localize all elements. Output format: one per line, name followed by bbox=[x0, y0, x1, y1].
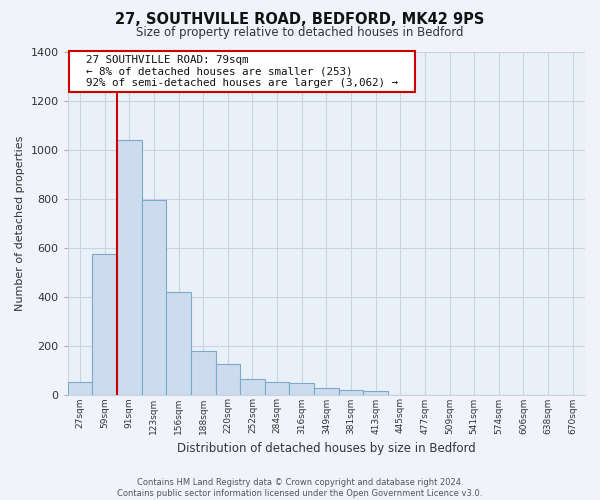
X-axis label: Distribution of detached houses by size in Bedford: Distribution of detached houses by size … bbox=[177, 442, 476, 455]
Bar bbox=[289, 383, 314, 394]
Text: Size of property relative to detached houses in Bedford: Size of property relative to detached ho… bbox=[136, 26, 464, 39]
Bar bbox=[117, 140, 142, 394]
Bar bbox=[142, 200, 166, 394]
Y-axis label: Number of detached properties: Number of detached properties bbox=[15, 136, 25, 310]
Bar bbox=[265, 382, 289, 394]
Text: Contains HM Land Registry data © Crown copyright and database right 2024.
Contai: Contains HM Land Registry data © Crown c… bbox=[118, 478, 482, 498]
Bar bbox=[166, 292, 191, 395]
Text: 27 SOUTHVILLE ROAD: 79sqm  
  ← 8% of detached houses are smaller (253)  
  92% : 27 SOUTHVILLE ROAD: 79sqm ← 8% of detach… bbox=[73, 55, 411, 88]
Bar bbox=[215, 364, 240, 394]
Text: 27, SOUTHVILLE ROAD, BEDFORD, MK42 9PS: 27, SOUTHVILLE ROAD, BEDFORD, MK42 9PS bbox=[115, 12, 485, 28]
Bar bbox=[68, 382, 92, 394]
Bar bbox=[314, 388, 338, 394]
Bar bbox=[338, 390, 364, 394]
Bar bbox=[191, 351, 215, 395]
Bar bbox=[92, 254, 117, 394]
Bar bbox=[240, 379, 265, 394]
Bar bbox=[364, 392, 388, 394]
